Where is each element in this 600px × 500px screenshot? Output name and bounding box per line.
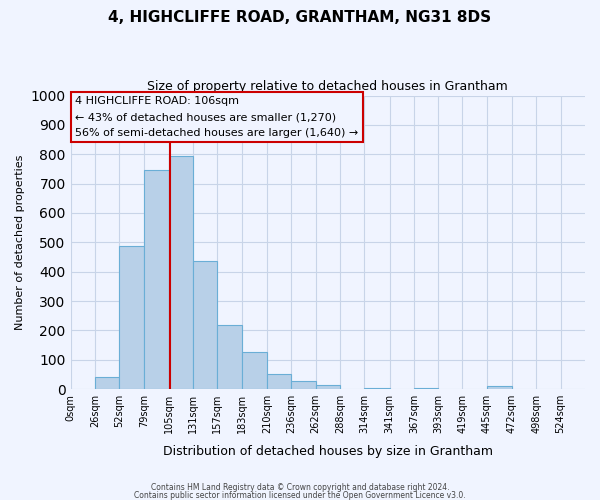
Bar: [169, 156, 193, 389]
Text: Contains public sector information licensed under the Open Government Licence v3: Contains public sector information licen…: [134, 490, 466, 500]
Text: 4 HIGHCLIFFE ROAD: 106sqm
← 43% of detached houses are smaller (1,270)
56% of se: 4 HIGHCLIFFE ROAD: 106sqm ← 43% of detac…: [75, 96, 358, 138]
Bar: [145, 170, 169, 389]
Bar: [217, 324, 242, 389]
Bar: [95, 376, 119, 389]
Bar: [193, 262, 217, 389]
Bar: [291, 381, 316, 389]
Bar: [316, 384, 340, 389]
Bar: [242, 352, 267, 389]
Bar: [267, 374, 291, 389]
X-axis label: Distribution of detached houses by size in Grantham: Distribution of detached houses by size …: [163, 444, 493, 458]
Title: Size of property relative to detached houses in Grantham: Size of property relative to detached ho…: [148, 80, 508, 93]
Bar: [414, 388, 438, 389]
Text: 4, HIGHCLIFFE ROAD, GRANTHAM, NG31 8DS: 4, HIGHCLIFFE ROAD, GRANTHAM, NG31 8DS: [109, 10, 491, 25]
Bar: [364, 388, 389, 389]
Bar: [119, 246, 145, 389]
Y-axis label: Number of detached properties: Number of detached properties: [15, 154, 25, 330]
Text: Contains HM Land Registry data © Crown copyright and database right 2024.: Contains HM Land Registry data © Crown c…: [151, 484, 449, 492]
Bar: [487, 386, 512, 389]
